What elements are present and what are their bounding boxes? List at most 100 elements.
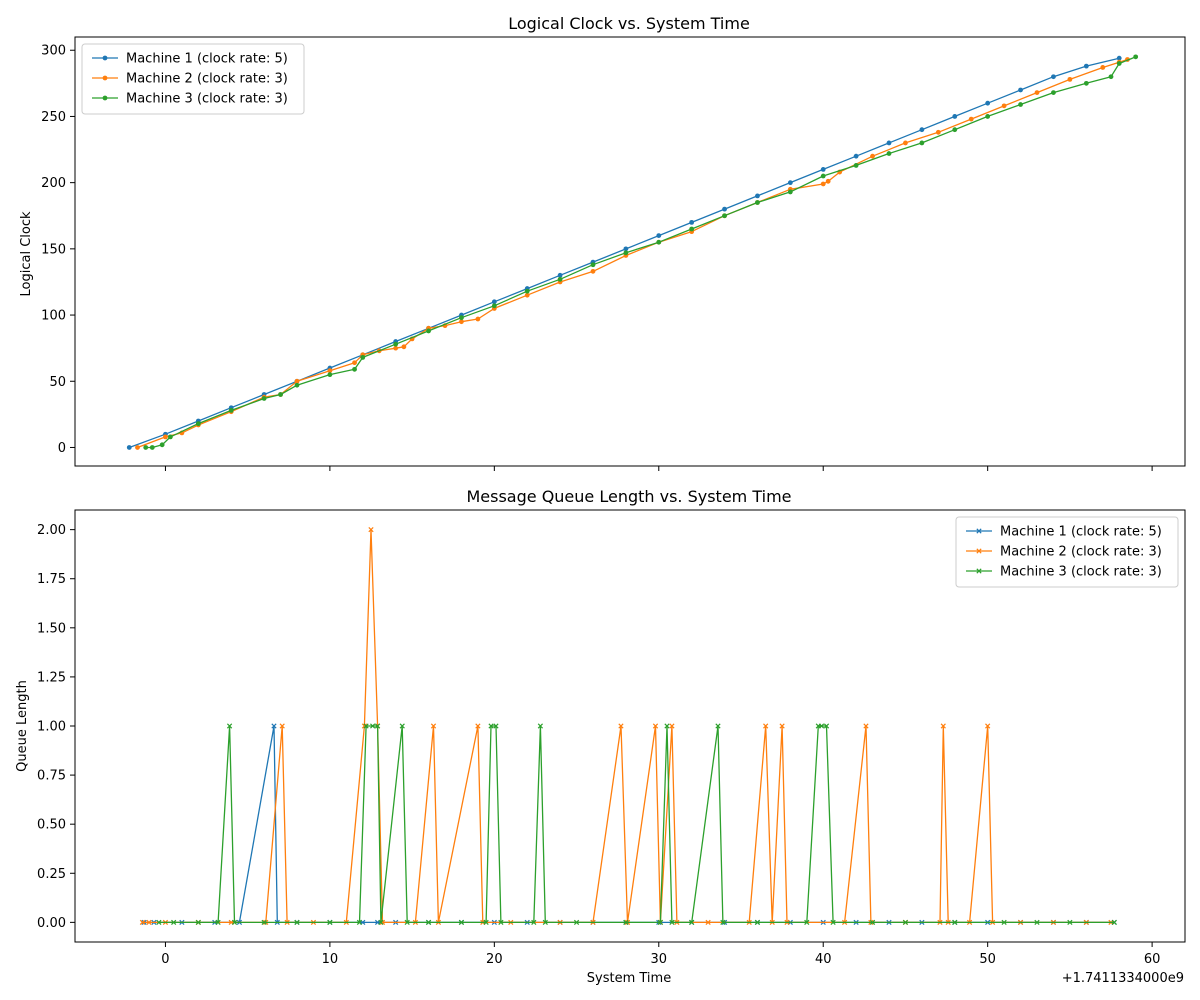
- chart-1-data-point: [524, 292, 530, 298]
- chart-1-data-point: [294, 382, 300, 388]
- chart-1-ytick-label: 150: [41, 242, 66, 257]
- chart-2-xtick-label: 30: [651, 952, 668, 967]
- chart-2-series-3: [156, 723, 1117, 925]
- chart-2-data-point: [664, 723, 670, 729]
- chart-1-legend-box: [81, 43, 305, 115]
- chart-1-data-point: [689, 226, 695, 232]
- chart-2-data-point: [669, 723, 675, 729]
- chart-1-data-point: [755, 200, 760, 205]
- chart-1-data-point: [278, 392, 283, 397]
- chart-2-legend-label: Machine 1 (clock rate: 5): [1000, 525, 1162, 540]
- chart-2-ytick-label: 0.00: [37, 916, 66, 931]
- chart-2-legend-marker: [976, 548, 982, 554]
- chart-2-data-point: [715, 723, 721, 729]
- chart-1-marks: 0 50 100 150 200 250 300: [41, 44, 1153, 471]
- chart-1-data-point: [401, 344, 407, 350]
- chart-2-data-point: [294, 919, 300, 925]
- chart-1-ytick-label: 300: [41, 44, 66, 59]
- chart-logical-clock: Logical Clock vs. System Time Logical Cl…: [19, 14, 1186, 471]
- chart-1-data-point: [985, 114, 991, 119]
- chart-2-legend-label: Machine 2 (clock rate: 3): [1000, 545, 1162, 560]
- chart-1-ylabel: Logical Clock: [19, 211, 34, 296]
- chart-2-data-point: [763, 723, 769, 729]
- chart-2-data-point: [818, 723, 825, 729]
- chart-2-data-point: [231, 919, 238, 925]
- chart-2-data-point: [652, 723, 659, 729]
- chart-1-data-point: [1100, 65, 1106, 70]
- chart-1-data-point: [1051, 74, 1056, 80]
- chart-2-xlabel: System Time: [587, 971, 671, 986]
- chart-1-data-point: [985, 100, 991, 106]
- chart-1-data-point: [1018, 102, 1023, 107]
- chart-1-legend-marker: [102, 75, 108, 81]
- chart-2-data-point: [430, 723, 437, 729]
- chart-1-data-point: [459, 319, 464, 325]
- chart-1-data-point: [886, 140, 892, 146]
- chart-1-data-point: [352, 360, 357, 366]
- chart-2-data-point: [215, 919, 221, 925]
- chart-1-data-point: [475, 316, 481, 322]
- chart-2-data-point: [573, 919, 580, 925]
- chart-1-data-point: [143, 445, 149, 450]
- chart-1-data-point: [623, 250, 629, 256]
- chart-2-data-point: [488, 723, 494, 729]
- chart-1-series-2: [135, 57, 1130, 450]
- chart-1-data-point: [327, 372, 333, 378]
- chart-2-legend-marker: [976, 568, 982, 574]
- chart-1-data-point: [886, 151, 892, 156]
- chart-2-data-point: [754, 919, 761, 925]
- chart-2-ytick-label: 1.75: [37, 572, 66, 587]
- chart-1-data-point: [163, 434, 168, 440]
- chart-1-data-point: [787, 180, 793, 186]
- chart-2-ytick-label: 0.25: [37, 867, 66, 882]
- chart-1-data-point: [820, 181, 826, 187]
- chart-2-ytick-label: 1.00: [37, 720, 66, 735]
- chart-2-xtick-label: 20: [486, 952, 503, 967]
- chart-2-data-point: [156, 919, 162, 925]
- chart-2-data-point: [368, 527, 374, 533]
- chart-2-data-point: [720, 919, 726, 925]
- chart-2-xtick-label: 10: [322, 952, 339, 967]
- chart-1-data-point: [557, 272, 563, 278]
- chart-2-data-point: [1111, 919, 1117, 925]
- chart-2-data-point: [869, 919, 876, 925]
- chart-1-data-point: [1083, 63, 1089, 69]
- chart-1-data-point: [590, 262, 596, 268]
- chart-2-data-point: [1067, 919, 1073, 925]
- chart-2-ytick-label: 0.50: [37, 818, 66, 833]
- chart-2-data-point: [356, 919, 363, 925]
- chart-2-data-point: [623, 919, 629, 925]
- chart-1-data-point: [149, 445, 155, 450]
- chart-1-data-point: [590, 268, 596, 274]
- chart-1-data-point: [491, 303, 497, 309]
- chart-2-legend-label: Machine 3 (clock rate: 3): [1000, 565, 1162, 580]
- chart-1-data-point: [1051, 90, 1056, 96]
- chart-2-data-point: [863, 723, 869, 729]
- chart-1-data-point: [689, 219, 695, 225]
- chart-1-data-point: [853, 153, 859, 159]
- chart-2-legend-box: [955, 516, 1179, 588]
- chart-1-data-point: [524, 288, 530, 294]
- chart-2-x-offset-label: +1.7411334000e9: [1062, 971, 1184, 986]
- chart-2-data-point: [139, 919, 146, 925]
- chart-1-data-point: [787, 189, 793, 195]
- chart-1-data-point: [656, 233, 662, 239]
- chart-2-legend-marker: [976, 528, 982, 534]
- chart-1-data-point: [1116, 55, 1122, 61]
- chart-2-data-point: [804, 919, 810, 925]
- chart-2-data-point: [374, 723, 381, 729]
- chart-2-data-point: [498, 919, 504, 925]
- chart-2-data-point: [823, 723, 830, 729]
- chart-2-ylabel: Queue Length: [15, 680, 30, 772]
- chart-2-series-line: [142, 528, 1111, 924]
- chart-1-data-point: [935, 129, 941, 135]
- chart-1-data-point: [159, 442, 165, 448]
- chart-1-data-point: [903, 140, 908, 146]
- chart-2-data-point: [618, 723, 624, 729]
- chart-1-legend-marker: [102, 95, 108, 101]
- chart-2-data-point: [542, 919, 548, 925]
- chart-2-marks: 0 10 20 30 40 50 60 0.00 0.25 0.50 0.75 1.00 1.25 1.5…: [37, 523, 1160, 967]
- chart-2-xtick-label: 50: [979, 952, 996, 967]
- chart-2-data-point: [425, 919, 432, 925]
